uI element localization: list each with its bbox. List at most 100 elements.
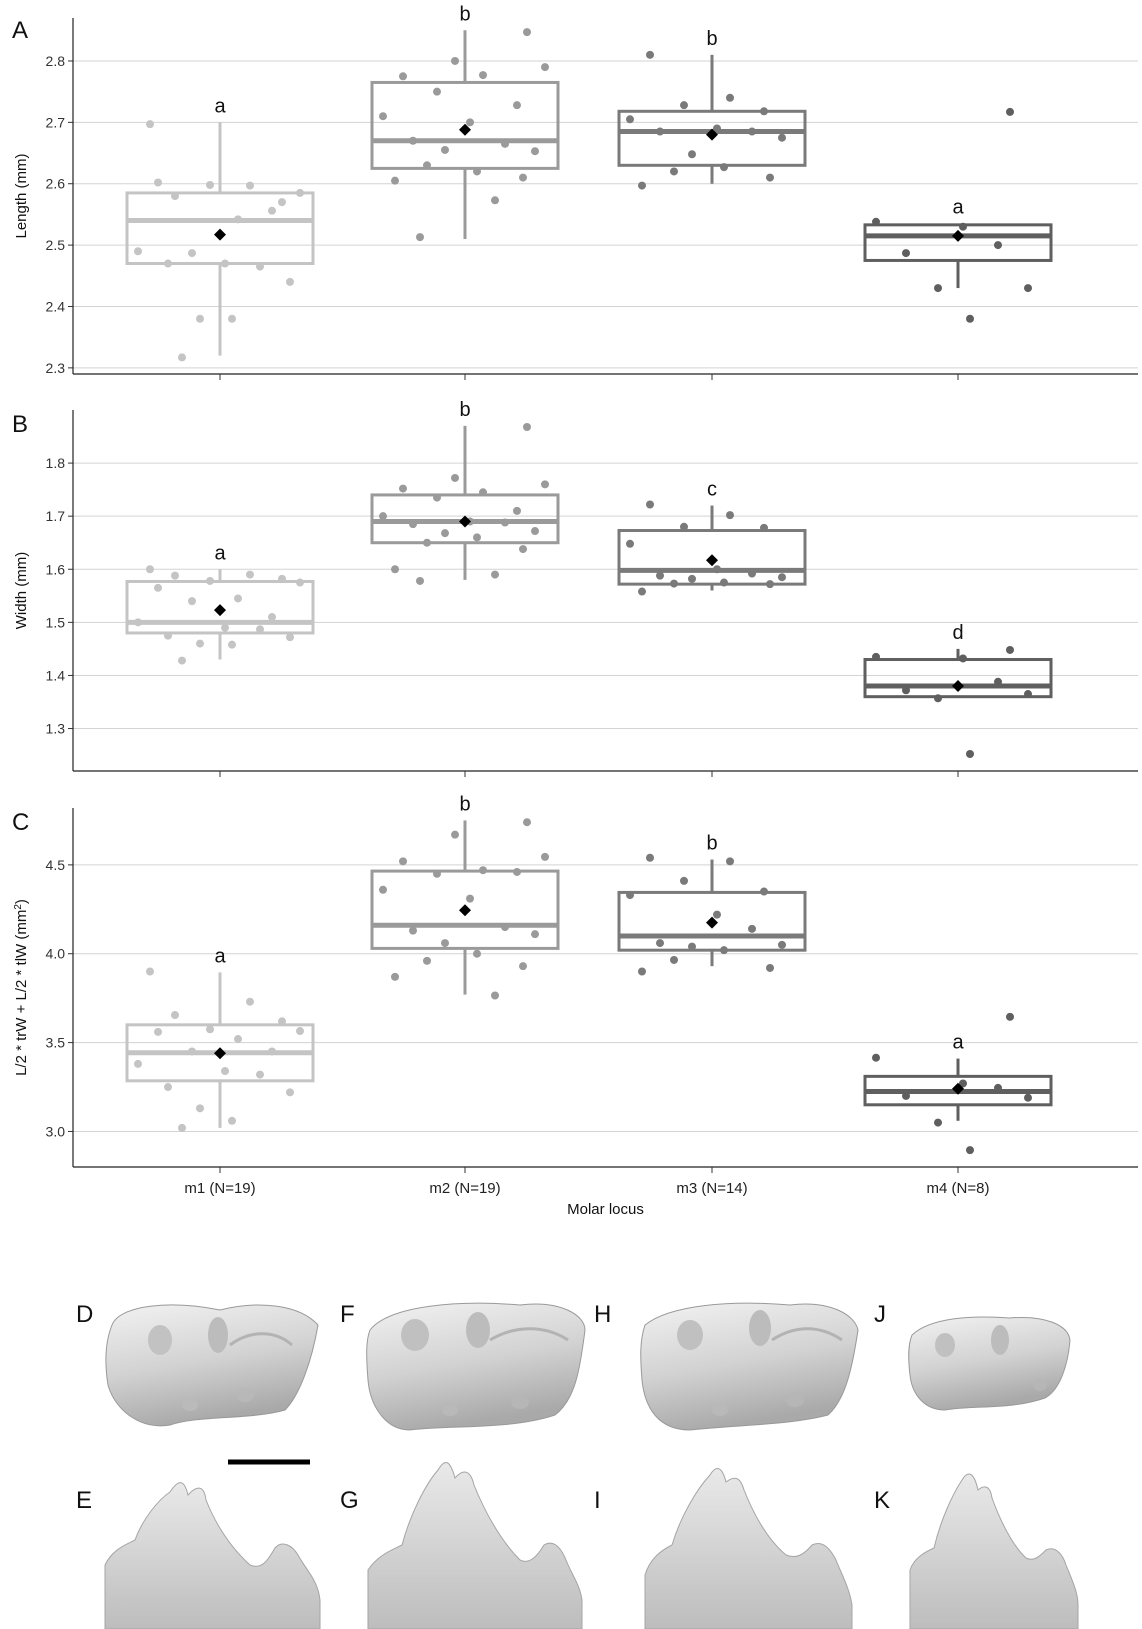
data-point	[479, 488, 487, 497]
data-point	[171, 1011, 179, 1020]
y-tick-label: 2.7	[46, 114, 66, 130]
data-point	[296, 578, 304, 587]
data-point	[748, 127, 756, 136]
data-point	[196, 1104, 204, 1113]
data-point	[501, 139, 509, 148]
box	[125, 579, 315, 635]
specimen-label-i: I	[594, 1487, 601, 1514]
data-point	[966, 1146, 974, 1155]
data-point	[491, 991, 499, 1000]
data-point	[626, 539, 634, 548]
y-tick-label: 1.4	[46, 667, 66, 683]
tooth-m1-lateral-image	[104, 1482, 321, 1629]
data-point	[959, 222, 967, 231]
data-point	[626, 115, 634, 124]
box-group-b-2: b	[370, 399, 560, 585]
data-point	[256, 1070, 264, 1079]
data-point	[748, 924, 756, 933]
data-point	[473, 167, 481, 176]
data-point	[234, 594, 242, 603]
data-point	[451, 56, 459, 65]
significance-letter: a	[952, 197, 964, 219]
specimen-label-j: J	[874, 1301, 886, 1328]
data-point	[391, 176, 399, 185]
data-point	[713, 910, 721, 919]
box	[863, 658, 1053, 699]
data-point	[246, 181, 254, 190]
data-point	[872, 652, 880, 661]
data-point	[688, 574, 696, 583]
data-point	[680, 876, 688, 885]
data-point	[713, 565, 721, 574]
box-group-c-1: a	[125, 945, 315, 1132]
data-point	[221, 623, 229, 632]
tooth-m1-occlusal-image	[105, 1304, 319, 1427]
significance-letter: a	[214, 95, 226, 117]
mean-marker	[459, 515, 471, 528]
data-point	[994, 241, 1002, 250]
box-group-c-3: b	[617, 833, 807, 976]
box	[863, 223, 1053, 262]
data-point	[760, 107, 768, 116]
data-point	[286, 1088, 294, 1097]
data-point	[513, 101, 521, 110]
data-point	[966, 314, 974, 323]
data-point	[646, 500, 654, 509]
box-group-a-3: b	[617, 28, 807, 190]
data-point	[934, 694, 942, 703]
data-point	[541, 852, 549, 861]
data-point	[720, 946, 728, 955]
data-point	[902, 686, 910, 695]
data-point	[379, 885, 387, 894]
data-point	[409, 926, 417, 935]
data-point	[688, 942, 696, 951]
data-point	[523, 422, 531, 431]
panel-letter-c: C	[12, 809, 29, 836]
data-point	[626, 891, 634, 900]
data-point	[246, 570, 254, 579]
data-point	[246, 997, 254, 1006]
data-point	[196, 639, 204, 648]
box	[617, 109, 807, 167]
data-point	[656, 127, 664, 136]
box	[370, 869, 560, 950]
data-point	[134, 247, 142, 256]
tooth-m3-occlusal-image	[640, 1302, 859, 1431]
data-point	[541, 480, 549, 489]
mean-marker	[214, 1047, 226, 1060]
data-point	[680, 522, 688, 531]
y-tick-label: 2.6	[46, 176, 66, 192]
panel-b-width-chart: 1.3 1.4 1.5 1.6 1.7 1.8 B Width (mm) a b c d	[12, 399, 1138, 777]
data-point	[423, 956, 431, 965]
data-point	[766, 580, 774, 589]
specimen-label-e: E	[76, 1487, 92, 1514]
data-point	[778, 133, 786, 142]
data-point	[256, 262, 264, 271]
y-axis-title: Width (mm)	[13, 552, 30, 630]
data-point	[1006, 645, 1014, 654]
data-point	[206, 576, 214, 585]
data-point	[872, 1053, 880, 1062]
data-point	[416, 233, 424, 242]
data-point	[523, 818, 531, 827]
data-point	[501, 923, 509, 932]
mean-marker	[214, 604, 226, 617]
significance-letter: a	[214, 945, 226, 967]
data-point	[433, 869, 441, 878]
data-point	[1024, 284, 1032, 293]
box-group-b-1: a	[125, 542, 315, 665]
significance-letter: c	[707, 479, 717, 501]
data-point	[778, 940, 786, 949]
data-point	[188, 597, 196, 606]
tooth-m4-occlusal-image	[908, 1316, 1071, 1411]
mean-marker	[952, 680, 964, 693]
mean-marker	[214, 228, 226, 241]
significance-letter: a	[952, 1032, 964, 1054]
data-point	[541, 63, 549, 72]
data-point	[178, 1123, 186, 1132]
data-point	[473, 533, 481, 542]
data-point	[146, 120, 154, 129]
data-point	[228, 640, 236, 649]
data-point	[760, 887, 768, 896]
data-point	[519, 173, 527, 182]
